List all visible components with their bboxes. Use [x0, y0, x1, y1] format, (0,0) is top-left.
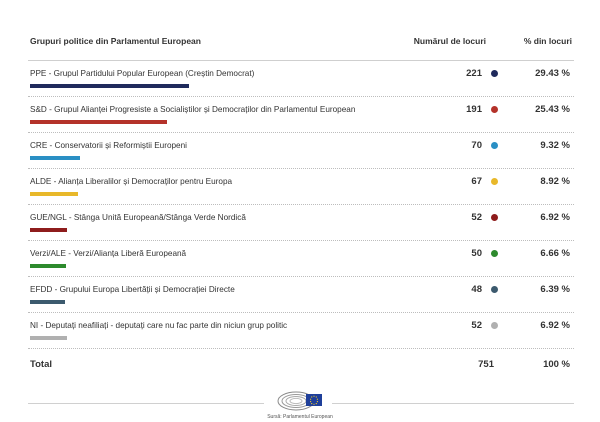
group-name: ALDE - Alianța Liberalilor și Democrațil…: [30, 177, 233, 186]
group-color-dot: [491, 250, 498, 257]
footer-divider-right: [332, 403, 574, 404]
group-color-dot: [491, 178, 498, 185]
european-parliament-logo-icon: [277, 391, 322, 411]
table-row: S&D - Grupul Alianței Progresiste a Soci…: [28, 97, 574, 133]
group-percent: 8.92 %: [540, 176, 570, 187]
group-seat-bar: [30, 156, 80, 160]
group-seat-bar: [30, 264, 66, 268]
group-name: CRE - Conservatorii și Reformiștii Europ…: [30, 141, 187, 150]
group-percent: 25.43 %: [535, 104, 570, 115]
group-name: GUE/NGL - Stânga Unită Europeană/Stânga …: [30, 213, 246, 222]
group-seats: 50: [471, 248, 482, 259]
group-color-dot: [491, 106, 498, 113]
group-color-dot: [491, 142, 498, 149]
group-seats: 70: [471, 140, 482, 151]
group-color-dot: [491, 286, 498, 293]
logo-caption: Sursă: Parlamentul European: [267, 414, 333, 420]
header-seats: Numărul de locuri: [413, 36, 486, 46]
total-seats: 751: [478, 359, 494, 370]
footer-divider-left: [28, 403, 264, 404]
group-percent: 6.92 %: [540, 320, 570, 331]
table-total-row: Total 751 100 %: [28, 349, 574, 379]
group-seat-bar: [30, 228, 67, 232]
table-row: GUE/NGL - Stânga Unită Europeană/Stânga …: [28, 205, 574, 241]
table-row: PPE - Grupul Partidului Popular European…: [28, 61, 574, 97]
group-color-dot: [491, 322, 498, 329]
total-percent: 100 %: [543, 359, 570, 370]
group-name: EFDD - Grupului Europa Libertății și Dem…: [30, 285, 235, 294]
group-color-dot: [491, 70, 498, 77]
group-seat-bar: [30, 300, 65, 304]
group-name: PPE - Grupul Partidului Popular European…: [30, 69, 255, 78]
total-label: Total: [30, 359, 52, 370]
table-row: EFDD - Grupului Europa Libertății și Dem…: [28, 277, 574, 313]
group-seats: 52: [471, 320, 482, 331]
group-percent: 9.32 %: [540, 140, 570, 151]
table-row: CRE - Conservatorii și Reformiștii Europ…: [28, 133, 574, 169]
table-header: Grupuri politice din Parlamentul Europea…: [28, 0, 574, 61]
header-percent: % din locuri: [523, 36, 572, 46]
group-seats: 191: [466, 104, 482, 115]
group-name: Verzi/ALE - Verzi/Alianța Liberă Europea…: [30, 249, 187, 258]
group-seat-bar: [30, 84, 189, 88]
group-seat-bar: [30, 192, 78, 196]
group-percent: 6.92 %: [540, 212, 570, 223]
group-seats: 67: [471, 176, 482, 187]
group-seat-bar: [30, 120, 167, 124]
group-percent: 6.66 %: [540, 248, 570, 259]
group-seat-bar: [30, 336, 67, 340]
group-name: S&D - Grupul Alianței Progresiste a Soci…: [30, 105, 356, 114]
seats-table: Grupuri politice din Parlamentul Europea…: [28, 0, 574, 379]
header-group-name: Grupuri politice din Parlamentul Europea…: [30, 36, 201, 46]
table-row: ALDE - Alianța Liberalilor și Democrațil…: [28, 169, 574, 205]
group-seats: 48: [471, 284, 482, 295]
table-row: Verzi/ALE - Verzi/Alianța Liberă Europea…: [28, 241, 574, 277]
group-color-dot: [491, 214, 498, 221]
group-name: NI - Deputați neafiliați - deputați care…: [30, 321, 288, 330]
table-row: NI - Deputați neafiliați - deputați care…: [28, 313, 574, 349]
group-percent: 6.39 %: [540, 284, 570, 295]
group-percent: 29.43 %: [535, 68, 570, 79]
group-seats: 52: [471, 212, 482, 223]
group-seats: 221: [466, 68, 482, 79]
